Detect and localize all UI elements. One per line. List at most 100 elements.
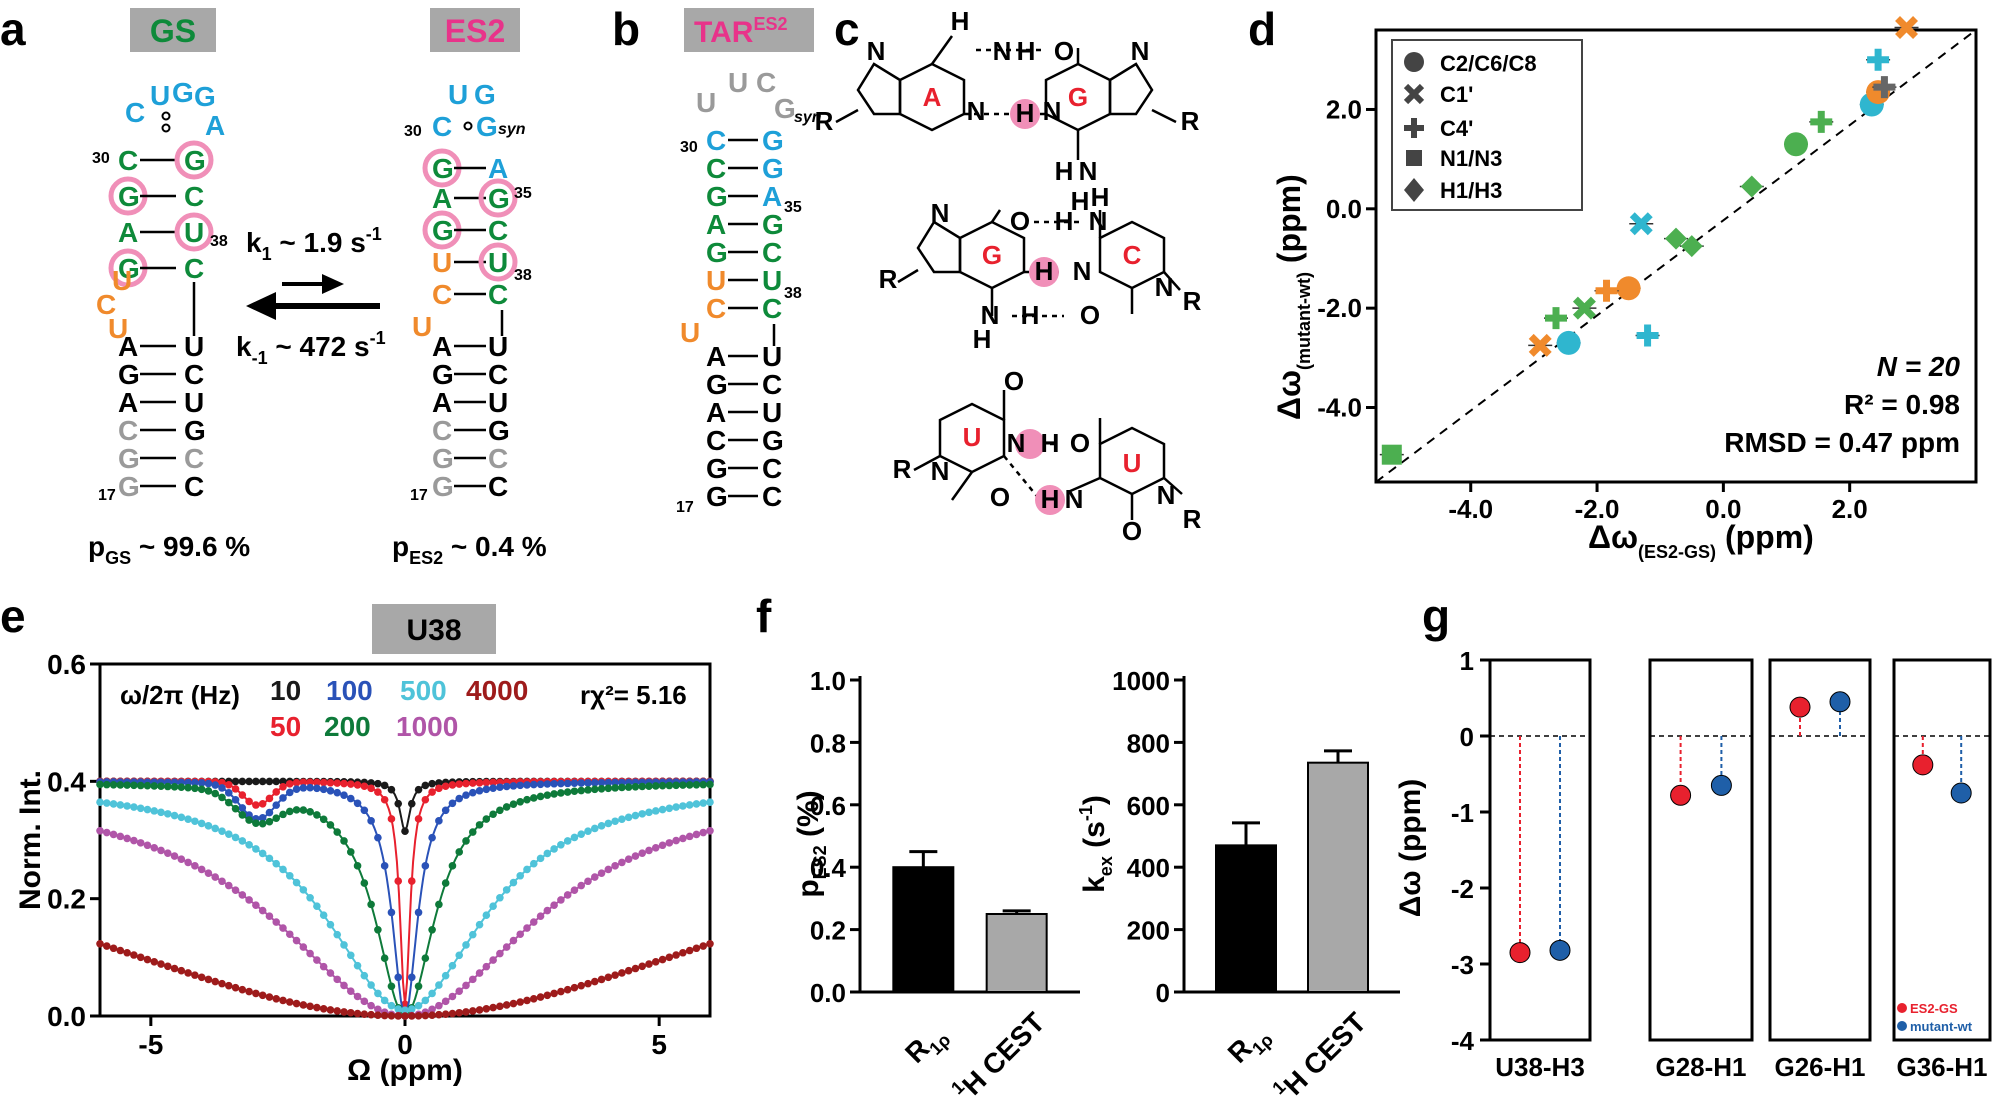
cest-point-100	[279, 794, 287, 802]
svg-text:G: G	[762, 209, 784, 240]
legend-diamond-icon	[1404, 178, 1424, 202]
legend-es2-gs: ES2-GS	[1910, 1001, 1958, 1016]
svg-text:C: C	[762, 369, 782, 400]
svg-text:G: G	[118, 471, 140, 502]
cest-point-200	[333, 828, 342, 836]
cest-point-10	[252, 777, 260, 786]
es2-number-35: 35	[514, 185, 532, 202]
data-point-circle	[1784, 132, 1808, 157]
svg-text:A: A	[118, 331, 138, 362]
cest-point-200	[252, 819, 260, 828]
cest-point-100	[387, 908, 396, 917]
cest-point-100	[285, 788, 294, 797]
legend-10hz: 10	[270, 675, 301, 706]
cest-point-500	[685, 801, 694, 809]
svg-text:G: G	[118, 253, 140, 284]
svg-text:C: C	[762, 293, 782, 324]
cest-point-200	[177, 783, 186, 791]
es2-number-30: 30	[404, 123, 422, 140]
panel-letter-b: b	[612, 3, 640, 55]
y-tick-label: 1.0	[810, 666, 846, 696]
svg-text:N: N	[981, 300, 1000, 330]
legend-c4: C4'	[1440, 116, 1473, 141]
cest-point-100	[509, 782, 518, 790]
svg-text:A: A	[118, 217, 138, 248]
cest-point-10	[387, 785, 396, 794]
cest-point-4000	[502, 1001, 511, 1009]
cest-point-1000	[143, 841, 152, 850]
cest-point-100	[380, 862, 389, 870]
panel-letter-g: g	[1422, 590, 1450, 642]
cest-point-4000	[374, 1011, 382, 1019]
panel-f-right-ylabel: kex (s-1)	[1076, 795, 1116, 893]
cest-point-50	[468, 779, 477, 787]
cest-point-200	[96, 780, 104, 789]
data-point-circle	[1616, 276, 1641, 301]
data-point-cross	[1572, 296, 1596, 320]
cest-point-50	[360, 782, 369, 791]
svg-text:U: U	[706, 265, 726, 296]
cest-point-200	[387, 982, 396, 991]
cest-point-4000	[265, 993, 274, 1001]
cest-point-50	[238, 791, 247, 799]
svg-text:C: C	[432, 111, 452, 142]
svg-text:C: C	[184, 181, 204, 212]
data-point-diamond	[1680, 235, 1703, 258]
lollipop-head	[1509, 942, 1531, 964]
cest-point-4000	[292, 999, 301, 1008]
cest-point-500	[170, 811, 179, 820]
svg-text:U: U	[762, 397, 782, 428]
cest-point-100	[523, 781, 531, 789]
cest-point-100	[482, 785, 491, 794]
cest-point-1000	[455, 987, 464, 995]
cest-point-1000	[116, 832, 125, 841]
cest-point-500	[672, 803, 680, 811]
cest-point-500	[529, 859, 538, 868]
svg-text:G: G	[488, 415, 510, 446]
cest-point-4000	[245, 987, 253, 996]
cest-point-200	[380, 954, 389, 963]
cest-point-200	[638, 782, 647, 791]
panel-e-curves	[96, 777, 714, 1020]
cest-point-500	[624, 813, 633, 822]
y-tick-label: 0	[1460, 722, 1474, 752]
cest-point-4000	[570, 983, 579, 992]
cest-point-500	[143, 805, 152, 814]
category-label: U38-H3	[1495, 1052, 1585, 1082]
data-point-plus	[1873, 76, 1896, 99]
cest-point-10	[258, 777, 267, 786]
cest-point-500	[468, 930, 477, 939]
svg-text:C: C	[762, 237, 782, 268]
cest-point-100	[360, 806, 369, 815]
cest-point-200	[224, 798, 233, 807]
cest-point-1000	[136, 839, 145, 847]
cest-point-1000	[184, 858, 192, 867]
cest-point-4000	[177, 966, 186, 975]
cest-point-1000	[204, 869, 213, 877]
y-tick-label: 1	[1460, 646, 1474, 676]
km1-rate: k-1 ~ 472 s-1	[236, 328, 386, 368]
svg-text:G: G	[762, 125, 784, 156]
gs-number-30: 30	[92, 150, 110, 167]
cest-point-200	[685, 781, 694, 789]
legend-square-icon	[1406, 150, 1422, 166]
svg-text:H: H	[1017, 36, 1036, 66]
svg-text:C: C	[488, 279, 508, 310]
data-point-plus	[1810, 110, 1833, 133]
cest-point-1000	[238, 891, 247, 899]
cest-point-200	[123, 781, 131, 789]
cest-point-100	[536, 780, 545, 789]
cest-point-200	[184, 783, 192, 792]
cest-point-1000	[685, 832, 694, 841]
cest-point-4000	[536, 993, 545, 1001]
cest-point-10	[414, 785, 423, 794]
cest-point-100	[448, 799, 457, 808]
cest-point-50	[353, 781, 362, 789]
cest-point-1000	[692, 830, 701, 839]
cest-point-1000	[306, 949, 314, 958]
y-tick-label: 0.0	[1326, 194, 1362, 224]
cest-point-500	[326, 920, 335, 929]
es2-tag-box	[430, 8, 520, 52]
cest-point-1000	[428, 1005, 436, 1014]
